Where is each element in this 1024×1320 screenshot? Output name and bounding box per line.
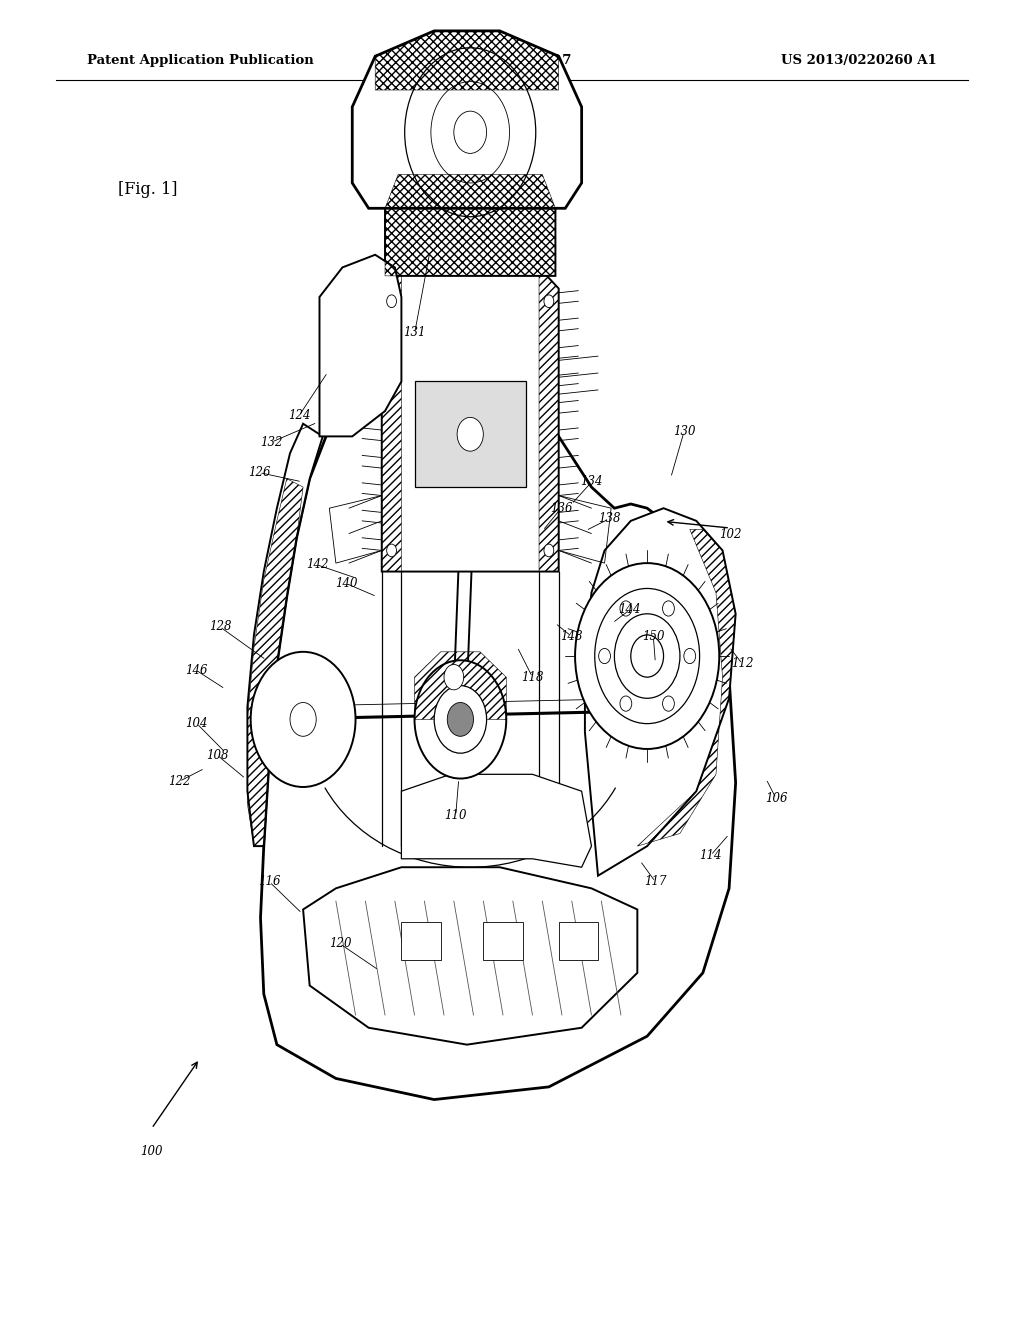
Text: 102: 102 <box>719 528 741 541</box>
Text: Patent Application Publication: Patent Application Publication <box>87 54 313 66</box>
Circle shape <box>684 648 695 664</box>
Polygon shape <box>260 318 735 1100</box>
Polygon shape <box>382 268 559 572</box>
Text: 120: 120 <box>329 937 351 950</box>
Text: 146: 146 <box>185 664 208 677</box>
Text: Aug. 29, 2013  Sheet 1 of 7: Aug. 29, 2013 Sheet 1 of 7 <box>371 54 571 66</box>
Text: 144: 144 <box>618 603 641 616</box>
Text: 134: 134 <box>581 475 603 488</box>
Text: 124: 124 <box>288 409 310 422</box>
Circle shape <box>447 702 473 737</box>
Circle shape <box>387 544 396 557</box>
Text: 140: 140 <box>335 577 357 590</box>
Text: 126: 126 <box>248 466 270 479</box>
Text: 128: 128 <box>209 620 231 634</box>
Circle shape <box>387 294 396 308</box>
Text: 150: 150 <box>642 630 665 643</box>
Text: [Fig. 1]: [Fig. 1] <box>118 181 177 198</box>
Circle shape <box>290 702 316 737</box>
Text: 130: 130 <box>673 425 695 438</box>
Text: 132: 132 <box>260 436 283 449</box>
Text: 136: 136 <box>550 502 572 515</box>
Circle shape <box>415 660 506 779</box>
Text: 114: 114 <box>699 849 722 862</box>
Polygon shape <box>352 30 582 209</box>
Text: US 2013/0220260 A1: US 2013/0220260 A1 <box>781 54 937 66</box>
Text: 112: 112 <box>731 657 754 671</box>
Text: 117: 117 <box>644 875 667 888</box>
Polygon shape <box>401 775 592 867</box>
Polygon shape <box>401 923 440 960</box>
Circle shape <box>544 544 554 557</box>
Polygon shape <box>248 424 323 846</box>
Text: 100: 100 <box>140 1144 163 1158</box>
Text: 118: 118 <box>521 671 544 684</box>
Text: 138: 138 <box>598 512 621 525</box>
Text: 104: 104 <box>185 717 208 730</box>
Text: 110: 110 <box>444 809 467 822</box>
Text: 116: 116 <box>258 875 281 888</box>
Polygon shape <box>385 174 555 276</box>
Circle shape <box>251 652 355 787</box>
Circle shape <box>457 417 483 451</box>
Polygon shape <box>319 255 401 437</box>
Text: 142: 142 <box>306 558 329 572</box>
Circle shape <box>663 601 675 616</box>
Circle shape <box>599 648 610 664</box>
Circle shape <box>620 696 632 711</box>
Text: 148: 148 <box>560 630 583 643</box>
Circle shape <box>544 294 554 308</box>
Text: 131: 131 <box>403 326 426 339</box>
Circle shape <box>454 111 486 153</box>
Text: 106: 106 <box>765 792 787 805</box>
Circle shape <box>434 685 486 754</box>
Text: 122: 122 <box>168 775 190 788</box>
Polygon shape <box>303 867 637 1044</box>
Text: 108: 108 <box>206 748 228 762</box>
Polygon shape <box>415 381 526 487</box>
Circle shape <box>663 696 675 711</box>
Circle shape <box>620 601 632 616</box>
Circle shape <box>631 635 664 677</box>
Polygon shape <box>559 923 598 960</box>
Polygon shape <box>483 923 522 960</box>
Circle shape <box>444 664 464 690</box>
Polygon shape <box>585 508 735 875</box>
Circle shape <box>575 564 719 748</box>
